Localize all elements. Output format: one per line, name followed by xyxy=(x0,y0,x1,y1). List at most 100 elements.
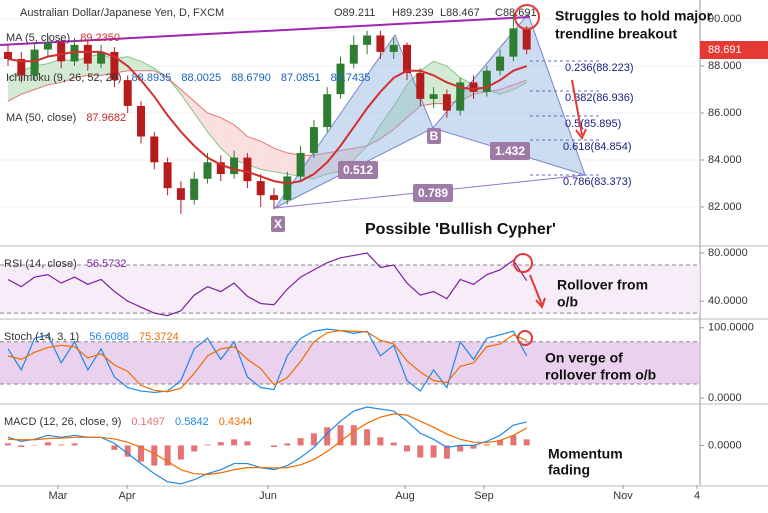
candle-body xyxy=(123,80,132,106)
pattern-label-box xyxy=(490,142,530,160)
indicator-label: MA (5, close) xyxy=(6,32,70,44)
histogram-bar xyxy=(510,435,517,446)
indicator-label: 75.3724 xyxy=(139,331,179,343)
ohlc: C88.691 xyxy=(495,7,537,19)
cloud-segment xyxy=(327,150,341,175)
fib-label: 0.618(84.854) xyxy=(563,141,632,153)
candle-body xyxy=(283,176,292,200)
candle-body xyxy=(389,44,398,52)
histogram-bar xyxy=(111,445,118,450)
candle-body xyxy=(57,42,66,62)
candle-body xyxy=(270,195,278,200)
indicator-label: 87.0851 xyxy=(281,72,321,84)
histogram-bar xyxy=(58,444,65,446)
annotation: Struggles to hold major xyxy=(555,8,713,24)
candle-body xyxy=(376,35,385,52)
x-tick-label: Apr xyxy=(118,490,135,502)
candle-body xyxy=(442,94,451,111)
fib-label: 0.382(86.936) xyxy=(565,92,634,104)
candle-body xyxy=(296,152,305,177)
pattern-label: 0.512 xyxy=(343,163,373,177)
cloud-segment xyxy=(274,148,288,175)
x-tick-label: Sep xyxy=(474,490,494,502)
series-line xyxy=(7,413,527,476)
cloud-segment xyxy=(180,89,195,113)
y-tick-label: 90.000 xyxy=(708,13,742,25)
fib-label: 0.5(85.895) xyxy=(565,118,621,130)
candle-body xyxy=(403,44,411,74)
highlights xyxy=(513,4,587,346)
histogram-bar xyxy=(5,443,11,446)
circle xyxy=(517,330,533,346)
histogram-bar xyxy=(177,445,184,460)
histogram-bar xyxy=(244,441,251,446)
indicator-label: 56.5732 xyxy=(87,258,127,270)
histogram-bar xyxy=(271,445,277,448)
histogram-bar xyxy=(217,442,224,446)
cloud-segment xyxy=(234,124,248,165)
histogram-bar xyxy=(470,445,477,449)
indicator-label: 56.6088 xyxy=(89,331,129,343)
series-line xyxy=(7,329,527,393)
indicator-label: 88.8935 xyxy=(132,72,172,84)
y-tick-label: 88.000 xyxy=(708,60,742,72)
candle-body xyxy=(243,157,252,182)
fib-label: 0.236(88.223) xyxy=(565,62,634,74)
histogram-bar xyxy=(443,445,450,459)
fib-label: 0.786(83.373) xyxy=(563,176,632,188)
candle-body xyxy=(83,44,92,64)
candle-body xyxy=(70,44,79,62)
pattern-label: 1.432 xyxy=(495,144,525,158)
x-tick-label: Nov xyxy=(613,490,633,502)
candle-body xyxy=(469,82,478,92)
histogram-bar xyxy=(457,445,464,452)
cloud-segment xyxy=(380,105,394,139)
indicator-label: 85.7435 xyxy=(331,72,371,84)
cloud-segment xyxy=(433,61,447,104)
ohlc: L88.467 xyxy=(440,7,480,19)
cloud-segment xyxy=(141,61,155,71)
histogram-bar xyxy=(44,442,51,446)
histogram-bar xyxy=(151,445,158,466)
layer: MA (5, close) 89.2350 Ichimoku (9, 26, 52,… xyxy=(4,14,531,485)
cloud-segment xyxy=(61,58,75,83)
cloud-segment xyxy=(47,58,62,85)
candle-body xyxy=(482,70,491,92)
circle xyxy=(514,4,540,30)
histogram-bar xyxy=(523,439,530,446)
histogram-bar xyxy=(164,445,171,466)
candle-body xyxy=(256,181,265,196)
candle-body xyxy=(349,44,358,64)
candle-body xyxy=(176,188,185,200)
y-tick-label: 40.0000 xyxy=(708,295,748,307)
chart-title: Australian Dollar/Japanese Yen, D, FXCM xyxy=(20,7,224,19)
annotation: o/b xyxy=(557,294,578,310)
pattern-label-box xyxy=(427,128,441,144)
candle-body xyxy=(137,105,145,137)
cloud-segment xyxy=(127,56,141,71)
band xyxy=(0,341,700,385)
indicator-label: MACD (12, 26, close, 9) xyxy=(4,416,121,428)
histogram-bar xyxy=(18,445,25,448)
series-line xyxy=(7,328,528,394)
cloud-segment xyxy=(8,70,22,102)
indicator-label: 0.1497 xyxy=(131,416,165,428)
candle-body xyxy=(43,42,52,50)
indicator-label: 0.4344 xyxy=(219,416,253,428)
annotation: On verge of xyxy=(545,350,623,366)
y-tick-label: 80.0000 xyxy=(708,247,748,259)
trendline xyxy=(0,16,531,46)
arrow xyxy=(571,79,583,136)
histogram-bar xyxy=(71,443,78,446)
pattern-label-box xyxy=(413,184,453,202)
cloud-segment xyxy=(500,84,514,95)
candle-body xyxy=(323,94,332,128)
span-b xyxy=(7,70,527,156)
pattern-label-box xyxy=(338,161,378,179)
histogram-bar xyxy=(124,445,131,457)
x-tick-label: Aug xyxy=(395,490,415,502)
pattern-label: 0.789 xyxy=(418,186,448,200)
histogram-bar xyxy=(337,425,344,446)
arrow-head xyxy=(535,297,546,309)
